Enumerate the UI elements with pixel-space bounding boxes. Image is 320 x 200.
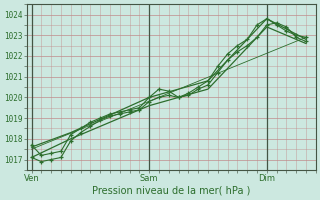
X-axis label: Pression niveau de la mer( hPa ): Pression niveau de la mer( hPa ) xyxy=(92,186,251,196)
